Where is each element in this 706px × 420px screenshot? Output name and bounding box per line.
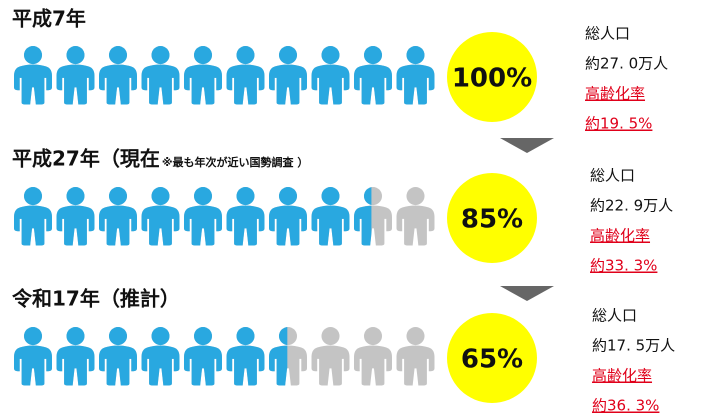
- population-label: 総人口: [585, 25, 630, 43]
- row-label: 令和17年（推計）: [12, 287, 180, 311]
- person: [396, 46, 435, 105]
- person: [99, 46, 137, 105]
- people-filled: [14, 187, 372, 246]
- person: [141, 187, 180, 246]
- person: [311, 327, 350, 386]
- person: [311, 187, 350, 246]
- person: [184, 327, 222, 386]
- row-note: ※最も年次が近い国勢調査 ）: [162, 155, 309, 169]
- person: [396, 187, 435, 246]
- aging-rate: 約36. 3%: [592, 397, 659, 415]
- person: [269, 46, 307, 105]
- row-label: 平成27年（現在: [12, 147, 160, 171]
- person: [99, 327, 137, 386]
- person: [56, 327, 95, 386]
- population-label: 総人口: [590, 167, 635, 185]
- badge: [447, 313, 537, 403]
- person: [226, 187, 265, 246]
- aging-rate: 約33. 3%: [590, 257, 657, 275]
- person: [184, 187, 222, 246]
- person: [184, 46, 222, 105]
- person: [226, 327, 265, 386]
- aging-label: 高齢化率: [592, 367, 652, 385]
- person: [99, 187, 137, 246]
- badge-label: 100%: [452, 64, 532, 94]
- aging-label: 高齢化率: [585, 85, 645, 103]
- badge-label: 85%: [461, 205, 523, 235]
- badge: [447, 173, 537, 263]
- badge: [447, 32, 537, 122]
- person: [141, 46, 180, 105]
- people-filled: [14, 46, 435, 105]
- arrow: [500, 286, 554, 301]
- person: [354, 46, 392, 105]
- row-label: 平成7年: [12, 7, 86, 31]
- population: 約22. 9万人: [590, 197, 673, 215]
- person: [226, 46, 265, 105]
- person: [56, 46, 95, 105]
- aging-rate: 約19. 5%: [585, 115, 652, 133]
- badge-label: 65%: [461, 345, 523, 375]
- population-label: 総人口: [592, 307, 637, 325]
- person: [269, 187, 307, 246]
- person: [56, 187, 95, 246]
- person: [14, 327, 52, 386]
- aging-label: 高齢化率: [590, 227, 650, 245]
- arrow: [500, 138, 554, 153]
- population: 約17. 5万人: [592, 337, 675, 355]
- person: [311, 46, 350, 105]
- person: [14, 46, 52, 105]
- population: 約27. 0万人: [585, 55, 668, 73]
- person: [354, 327, 392, 386]
- person: [14, 187, 52, 246]
- person: [396, 327, 435, 386]
- person: [141, 327, 180, 386]
